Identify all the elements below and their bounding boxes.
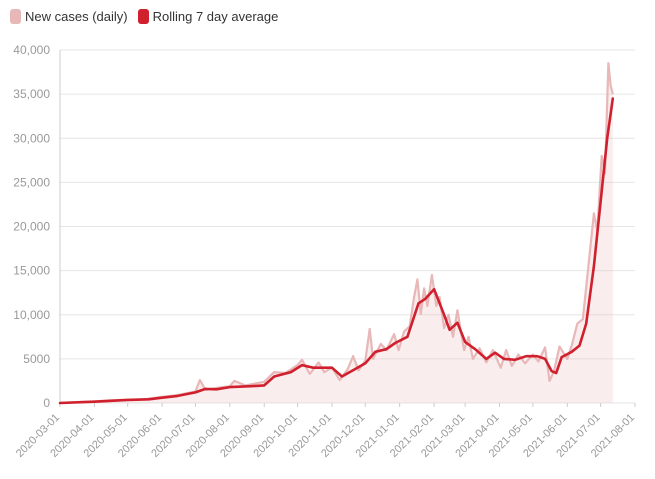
daily-swatch-icon — [10, 9, 21, 24]
legend-item-average[interactable]: Rolling 7 day average — [137, 9, 279, 24]
legend-label-average: Rolling 7 day average — [152, 9, 279, 24]
y-tick-label: 35,000 — [13, 87, 50, 101]
y-tick-label: 20,000 — [13, 220, 50, 234]
y-tick-label: 15,000 — [13, 264, 50, 278]
y-tick-label: 0 — [43, 396, 50, 410]
chart-legend: New cases (daily) Rolling 7 day average — [10, 9, 288, 24]
x-axis-ticks: 2020-03-012020-04-012020-05-012020-06-01… — [14, 403, 637, 460]
y-tick-label: 5000 — [23, 352, 50, 366]
daily-cases-area — [60, 63, 613, 403]
daily-cases-line — [59, 62, 614, 405]
legend-item-daily[interactable]: New cases (daily) — [10, 9, 128, 24]
y-tick-label: 30,000 — [13, 131, 50, 145]
y-tick-label: 40,000 — [13, 43, 50, 57]
series-layer — [58, 62, 615, 405]
legend-label-daily: New cases (daily) — [25, 9, 128, 24]
grid-lines — [59, 49, 635, 404]
y-tick-label: 10,000 — [13, 308, 50, 322]
average-swatch-icon — [137, 9, 149, 24]
rolling-average-line — [58, 97, 615, 405]
y-axis-ticks: 0 5000 10,000 15,000 20,000 25,000 30,000 35,00… — [13, 43, 50, 410]
y-tick-label: 25,000 — [13, 175, 50, 189]
